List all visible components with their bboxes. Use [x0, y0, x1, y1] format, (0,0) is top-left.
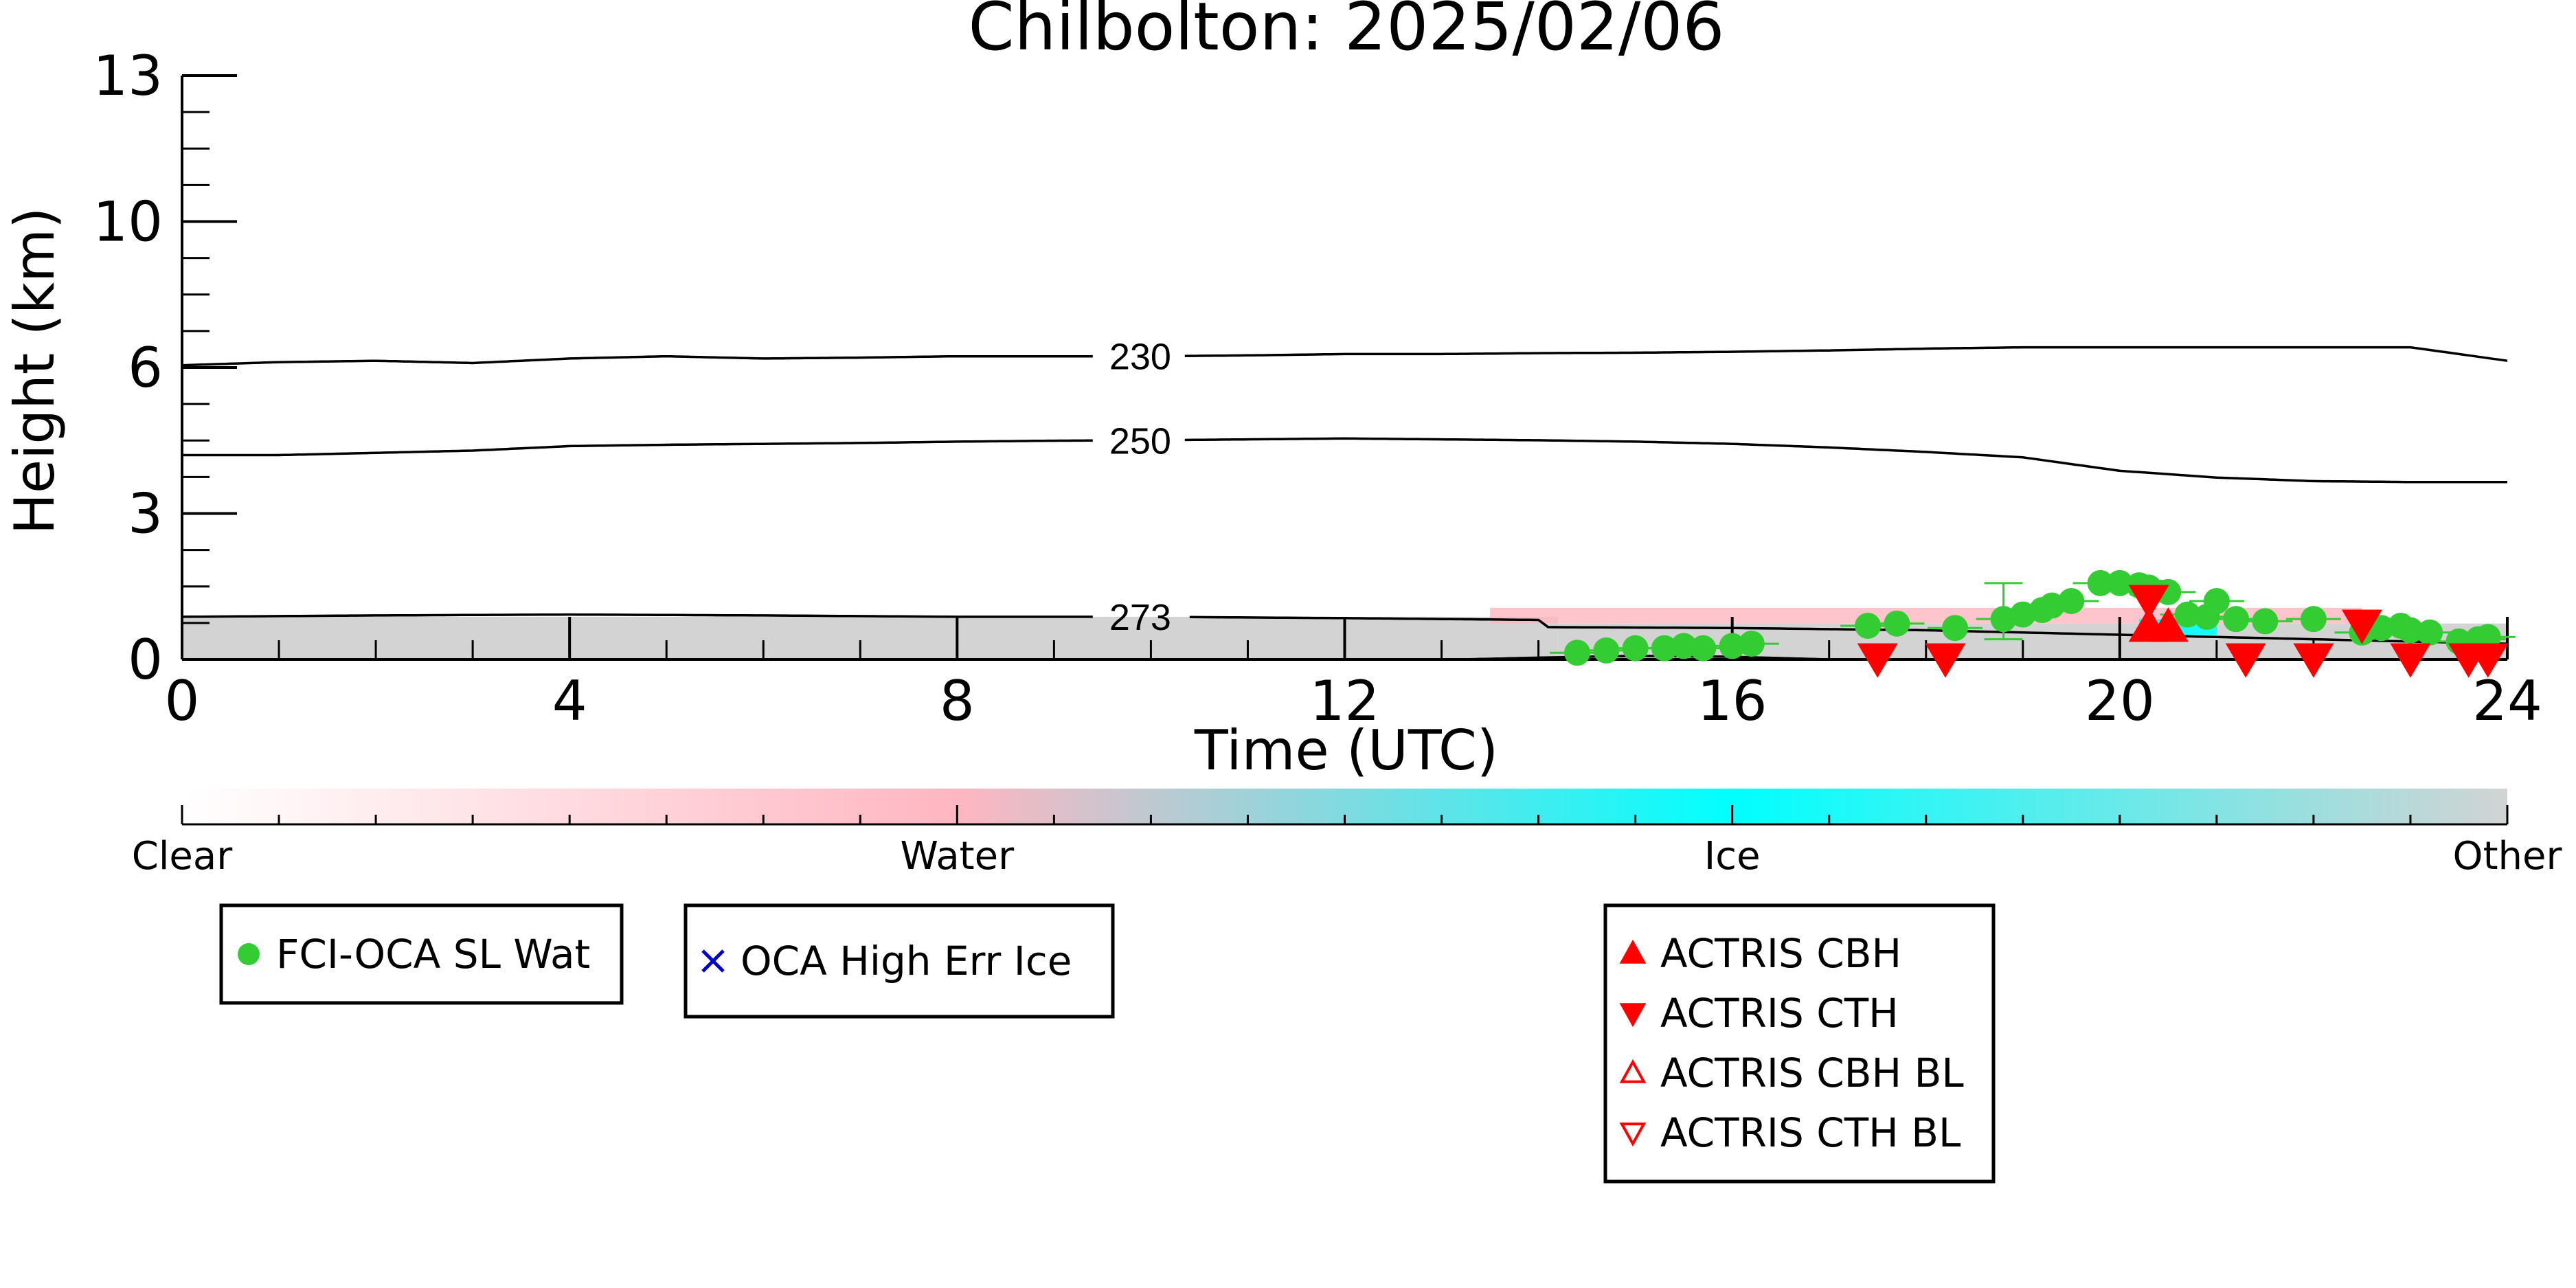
- temperature-contour-label: 273: [1109, 597, 1171, 638]
- legend-marker-actris-cth: [1619, 1003, 1647, 1028]
- temperature-contour-line: [182, 437, 2507, 484]
- legend-frame: [683, 903, 1115, 1019]
- x-tick-label: 24: [2472, 669, 2542, 733]
- fci-oca-sl-wat-point: [1719, 633, 1745, 659]
- colorbar-label: Clear: [132, 834, 233, 879]
- actris-cth-point: [2293, 643, 2334, 678]
- fci-oca-sl-wat-point: [2397, 617, 2424, 644]
- x-tick-label: 12: [1310, 669, 1380, 733]
- fci-oca-sl-wat-point: [2417, 619, 2443, 646]
- fci-oca-sl-wat-point: [2223, 606, 2250, 633]
- actris-cth-point: [2341, 609, 2382, 644]
- background-other-region: [182, 616, 1558, 659]
- fci-oca-sl-wat-point: [1738, 631, 1765, 657]
- legend-frame: [1603, 903, 1996, 1184]
- y-axis-label: Height (km): [3, 207, 67, 535]
- actris-cth-point: [2128, 585, 2169, 620]
- legend-marker-oca-high-err-ice: [701, 949, 725, 973]
- fci-oca-sl-wat-point: [2106, 569, 2133, 596]
- fci-oca-sl-wat-point: [1651, 635, 1677, 662]
- chart-title: Chilbolton: 2025/02/06: [969, 0, 1725, 65]
- legend-marker-actris-cth-bl: [1619, 1122, 1647, 1147]
- colorbar: Clear Water Ice Other: [132, 789, 2562, 879]
- y-tick-label: 0: [128, 628, 163, 692]
- y-tick-label: 3: [128, 482, 163, 546]
- fci-oca-sl-wat-point: [1855, 612, 1882, 639]
- fci-oca-sl-wat-point: [2203, 588, 2230, 614]
- legend-label-actris-cth: ACTRIS CTH: [1660, 990, 1899, 1037]
- legend-marker-actris-cbh: [1619, 939, 1647, 964]
- legend-box-2: OCA High Err Ice: [683, 903, 1115, 1019]
- fci-oca-sl-wat-point: [1593, 637, 1620, 664]
- x-tick-label: 8: [940, 669, 975, 733]
- fci-oca-sl-wat-point: [1884, 610, 1910, 637]
- actris-cth-point: [2225, 643, 2266, 678]
- y-tick-label: 13: [93, 44, 163, 108]
- fci-oca-sl-wat-point: [2174, 601, 2201, 628]
- background-other-region: [1557, 623, 2507, 659]
- fci-oca-sl-wat-point: [2300, 606, 2327, 633]
- actris-cth-point: [1925, 643, 1966, 678]
- temperature-contour-label: 230: [1109, 337, 1171, 378]
- actris-cbh-point: [2147, 607, 2189, 642]
- temperature-contour-label: 250: [1109, 420, 1171, 462]
- fci-oca-sl-wat-point: [1622, 635, 1649, 662]
- x-tick-label: 20: [2085, 669, 2155, 733]
- fci-oca-sl-wat-point: [1942, 615, 1969, 642]
- legends: FCI-OCA SL Wat OCA High Err Ice ACTRIS CBH…: [219, 903, 1996, 1184]
- fci-oca-sl-wat-point: [1671, 633, 1697, 659]
- y-tick-label: 10: [93, 190, 163, 254]
- legend-label-actris-cbh-bl: ACTRIS CBH BL: [1660, 1050, 1964, 1096]
- colorbar-label: Ice: [1704, 834, 1761, 879]
- fci-oca-sl-wat-point: [1690, 635, 1717, 662]
- temperature-contour-line: [181, 346, 2508, 367]
- plot-area: 0 3 6 10 13 0 4 8 12 16 20 24 230 250 273: [93, 44, 2542, 733]
- actris-cth-point: [2467, 643, 2509, 678]
- fci-oca-sl-wat-point: [2252, 608, 2279, 635]
- legend-label-fci-oca-sl-wat: FCI-OCA SL Wat: [276, 931, 590, 978]
- legend-label-actris-cbh: ACTRIS CBH: [1660, 930, 1901, 977]
- colorbar-label: Other: [2452, 834, 2562, 879]
- x-tick-label: 16: [1697, 669, 1767, 733]
- temperature-contour-line: [181, 613, 2508, 645]
- x-tick-label: 0: [165, 669, 200, 733]
- legend-label-actris-cth-bl: ACTRIS CTH BL: [1660, 1109, 1961, 1156]
- legend-box-3: ACTRIS CBH ACTRIS CTH ACTRIS CBH BL ACTRIS …: [1603, 903, 1996, 1184]
- fci-oca-sl-wat-point: [1564, 640, 1590, 666]
- legend-label-oca-high-err-ice: OCA High Err Ice: [741, 938, 1072, 984]
- legend-marker-actris-cbh-bl: [1619, 1059, 1647, 1083]
- actris-cth-point: [1857, 643, 1898, 678]
- x-axis-label: Time (UTC): [1194, 719, 1498, 782]
- y-tick-label: 6: [128, 336, 163, 400]
- fci-oca-sl-wat-point: [2058, 588, 2085, 614]
- legend-marker-fci-oca-sl-wat: [238, 943, 260, 965]
- colorbar-label: Water: [901, 834, 1015, 879]
- x-tick-label: 4: [552, 669, 587, 733]
- legend-box-1: FCI-OCA SL Wat: [219, 903, 624, 1005]
- legend-frame: [219, 903, 624, 1005]
- actris-cth-point: [2390, 643, 2431, 678]
